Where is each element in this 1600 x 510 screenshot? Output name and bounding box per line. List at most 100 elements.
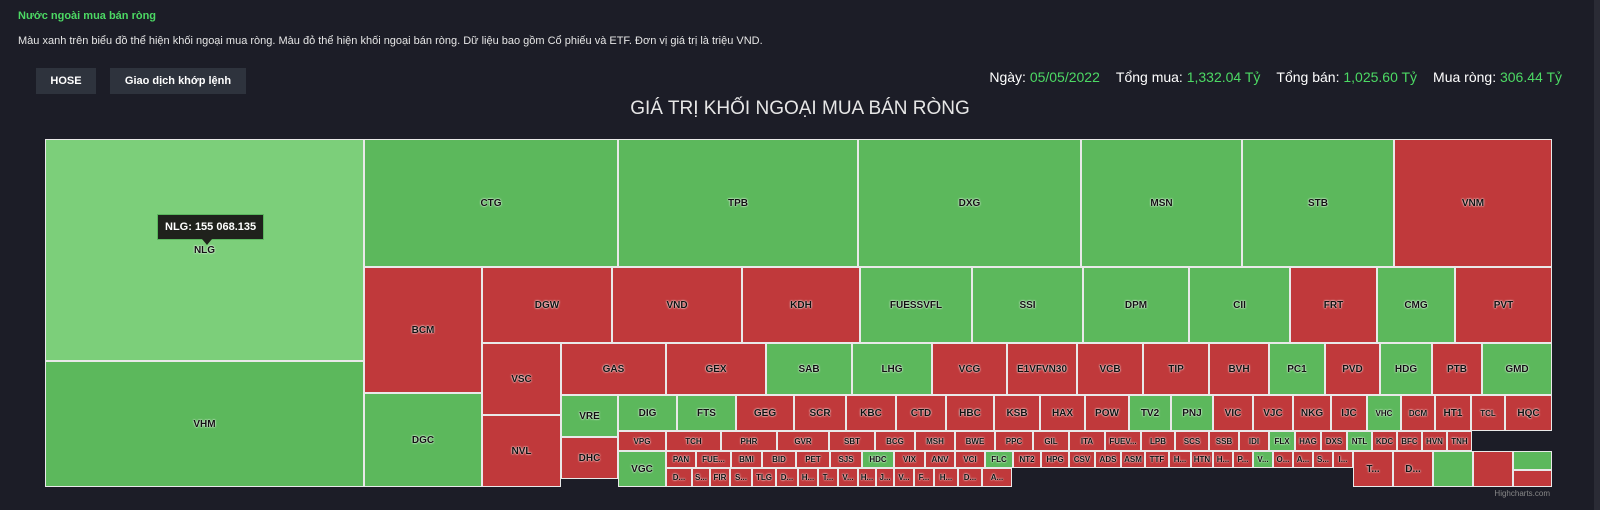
treemap-tile[interactable]: HVN [1422, 431, 1447, 451]
treemap-tile[interactable]: D... [666, 468, 692, 487]
treemap-tile[interactable]: D... [958, 468, 982, 487]
treemap-tile[interactable] [1513, 470, 1552, 487]
treemap-tile[interactable]: HBC [946, 395, 994, 431]
treemap-tile[interactable]: GVR [777, 431, 829, 451]
treemap-tile[interactable]: VCI [955, 451, 985, 468]
treemap-tile[interactable]: PVT [1455, 267, 1552, 343]
treemap-tile[interactable]: PC1 [1269, 343, 1325, 395]
treemap-tile[interactable]: VIX [894, 451, 925, 468]
treemap-tile[interactable]: PPC [995, 431, 1033, 451]
treemap-tile[interactable]: NKG [1293, 395, 1331, 431]
treemap-tile[interactable]: PVD [1325, 343, 1380, 395]
treemap-tile[interactable]: KBC [846, 395, 896, 431]
treemap-tile[interactable]: HTN [1191, 451, 1213, 468]
treemap-tile[interactable]: S... [692, 468, 710, 487]
treemap-tile[interactable]: BID [762, 451, 796, 468]
treemap-tile[interactable]: VCB [1077, 343, 1143, 395]
treemap-tile[interactable]: ASM [1121, 451, 1145, 468]
treemap-tile[interactable]: NLG [45, 139, 364, 361]
treemap-tile[interactable]: FTS [677, 395, 736, 431]
treemap-tile[interactable]: FUEV... [1105, 431, 1141, 451]
treemap-tile[interactable]: SSB [1209, 431, 1239, 451]
treemap-tile[interactable]: ADS [1095, 451, 1121, 468]
treemap-tile[interactable]: TLG [752, 468, 776, 487]
treemap-tile[interactable]: DHC [561, 437, 618, 479]
treemap-tile[interactable]: A... [1293, 451, 1313, 468]
treemap-tile[interactable]: VHC [1367, 395, 1401, 431]
treemap-tile[interactable]: POW [1085, 395, 1129, 431]
treemap-tile[interactable]: FLX [1269, 431, 1295, 451]
treemap-tile[interactable] [1433, 451, 1473, 487]
treemap-tile[interactable]: TTF [1145, 451, 1169, 468]
treemap-tile[interactable]: FLC [985, 451, 1013, 468]
treemap-tile[interactable]: BFC [1397, 431, 1422, 451]
treemap-tile[interactable]: H... [1169, 451, 1191, 468]
treemap-tile[interactable]: DIG [618, 395, 677, 431]
treemap-tile[interactable]: SBT [829, 431, 875, 451]
treemap-tile[interactable] [1473, 451, 1513, 487]
treemap-tile[interactable]: GEX [666, 343, 766, 395]
treemap-tile[interactable]: H... [858, 468, 876, 487]
treemap-tile[interactable]: VRE [561, 395, 618, 437]
treemap-tile[interactable]: TCH [666, 431, 721, 451]
treemap-tile[interactable]: FUE... [696, 451, 731, 468]
treemap-tile[interactable]: BWE [955, 431, 995, 451]
treemap-tile[interactable]: SSI [972, 267, 1083, 343]
treemap-tile[interactable]: CSV [1069, 451, 1095, 468]
treemap-tile[interactable]: HQC [1505, 395, 1552, 431]
treemap-tile[interactable]: DGC [364, 393, 482, 487]
treemap-tile[interactable]: V... [894, 468, 914, 487]
treemap-tile[interactable]: VNM [1394, 139, 1552, 267]
treemap-tile[interactable]: DPM [1083, 267, 1189, 343]
treemap-tile[interactable]: SCR [794, 395, 846, 431]
treemap-tile[interactable]: I... [1333, 451, 1353, 468]
treemap-tile[interactable]: LPB [1141, 431, 1175, 451]
treemap-tile[interactable]: FIR [710, 468, 730, 487]
treemap-tile[interactable]: HAX [1040, 395, 1085, 431]
treemap-tile[interactable]: VND [612, 267, 742, 343]
treemap-tile[interactable]: ITA [1069, 431, 1105, 451]
treemap-tile[interactable]: KSB [994, 395, 1040, 431]
treemap-tile[interactable]: KDC [1372, 431, 1397, 451]
treemap-tile[interactable]: BCG [875, 431, 915, 451]
treemap-tile[interactable]: VSC [482, 343, 561, 415]
treemap-tile[interactable]: O... [1273, 451, 1293, 468]
treemap-tile[interactable]: FRT [1290, 267, 1377, 343]
treemap-tile[interactable]: F... [914, 468, 934, 487]
treemap-tile[interactable]: PET [796, 451, 830, 468]
treemap-tile[interactable]: E1VFVN30 [1007, 343, 1077, 395]
treemap-tile[interactable]: H... [934, 468, 958, 487]
treemap-tile[interactable]: SCS [1175, 431, 1209, 451]
treemap-tile[interactable]: NTL [1347, 431, 1372, 451]
treemap-tile[interactable]: DXG [858, 139, 1081, 267]
treemap-tile[interactable]: DCM [1401, 395, 1435, 431]
treemap-tile[interactable]: VJC [1253, 395, 1293, 431]
treemap-tile[interactable]: HDG [1380, 343, 1432, 395]
treemap-tile[interactable]: S... [1313, 451, 1333, 468]
treemap-tile[interactable]: VIC [1213, 395, 1253, 431]
treemap-tile[interactable]: P... [1233, 451, 1253, 468]
treemap-tile[interactable]: GMD [1482, 343, 1552, 395]
treemap-tile[interactable]: IJC [1331, 395, 1367, 431]
treemap-tile[interactable]: IDI [1239, 431, 1269, 451]
treemap-tile[interactable]: HPG [1041, 451, 1069, 468]
treemap-tile[interactable]: CTG [364, 139, 618, 267]
treemap-tile[interactable]: HDC [862, 451, 894, 468]
treemap-tile[interactable]: VCG [932, 343, 1007, 395]
treemap-tile[interactable]: TNH [1447, 431, 1472, 451]
treemap-tile[interactable]: MSH [915, 431, 955, 451]
treemap-tile[interactable]: ANV [925, 451, 955, 468]
treemap-tile[interactable]: STB [1242, 139, 1394, 267]
treemap-tile[interactable]: BVH [1209, 343, 1269, 395]
treemap-tile[interactable]: TIP [1143, 343, 1209, 395]
page-scrollbar[interactable] [1594, 0, 1600, 510]
treemap-tile[interactable]: VPG [618, 431, 666, 451]
treemap-tile[interactable]: TCL [1471, 395, 1505, 431]
treemap-tile[interactable]: J... [876, 468, 894, 487]
treemap-tile[interactable]: LHG [852, 343, 932, 395]
treemap-tile[interactable]: PNJ [1171, 395, 1213, 431]
treemap-tile[interactable]: DGW [482, 267, 612, 343]
treemap-tile[interactable]: H... [798, 468, 818, 487]
treemap-tile[interactable]: SJS [830, 451, 862, 468]
treemap-tile[interactable]: GEG [736, 395, 794, 431]
